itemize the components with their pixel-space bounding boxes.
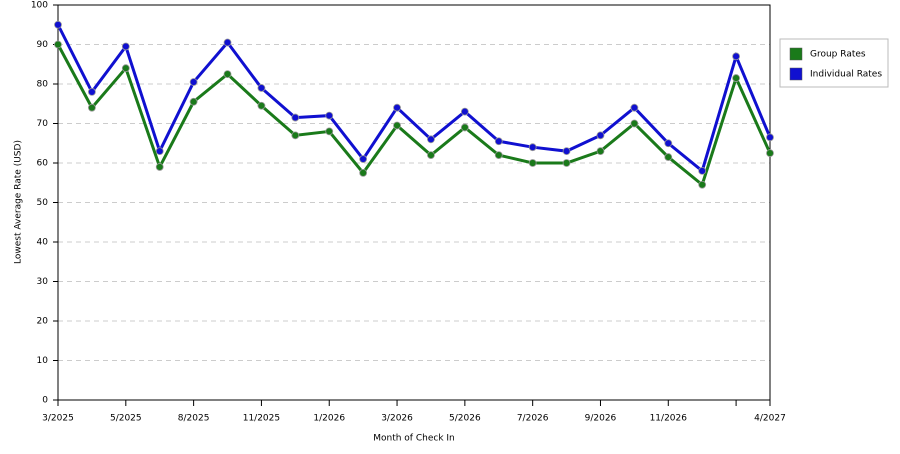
series-line xyxy=(56,24,772,174)
data-point xyxy=(494,151,503,160)
data-point xyxy=(359,168,368,177)
data-point xyxy=(766,149,774,158)
x-tick-label: 8/2025 xyxy=(178,414,210,424)
x-tick-label: 1/2026 xyxy=(313,414,345,424)
data-point xyxy=(54,20,62,29)
data-point xyxy=(155,147,164,156)
y-tick-label: 70 xyxy=(37,119,49,129)
data-point xyxy=(494,137,503,146)
data-point xyxy=(698,180,707,189)
legend-label: Individual Rates xyxy=(810,70,882,80)
y-tick-label: 0 xyxy=(42,396,48,406)
data-point xyxy=(732,52,740,61)
data-point xyxy=(664,139,673,148)
data-point xyxy=(54,40,62,49)
data-point xyxy=(460,107,469,116)
data-point xyxy=(257,101,266,110)
y-tick-label: 90 xyxy=(37,40,49,50)
data-point xyxy=(189,97,198,106)
data-point xyxy=(223,38,232,47)
plot-frame xyxy=(57,4,771,401)
data-point xyxy=(732,74,740,82)
data-point xyxy=(155,163,164,171)
data-point xyxy=(427,151,435,160)
data-point xyxy=(393,103,401,112)
x-tick-label: 5/2025 xyxy=(110,414,142,424)
legend-swatch xyxy=(789,47,803,61)
data-point xyxy=(664,153,673,161)
data-point xyxy=(528,159,537,167)
data-point xyxy=(359,155,368,163)
x-tick-label: 5/2026 xyxy=(449,414,481,424)
x-tick-label: 11/2026 xyxy=(650,414,688,424)
data-point xyxy=(698,166,707,175)
y-tick-label: 30 xyxy=(37,277,49,287)
y-tick-label: 100 xyxy=(31,1,48,11)
x-tick-label: 3/2025 xyxy=(42,414,74,424)
y-tick-label: 20 xyxy=(37,317,49,327)
data-point xyxy=(596,131,605,140)
data-point xyxy=(766,133,774,142)
data-point xyxy=(528,143,537,152)
data-point xyxy=(88,88,96,96)
data-point xyxy=(121,42,130,51)
data-point xyxy=(223,70,232,79)
data-point xyxy=(630,103,639,112)
legend-label: Group Rates xyxy=(810,50,866,60)
x-tick-label: 4/2027 xyxy=(754,414,786,424)
x-axis-title: Month of Check In xyxy=(373,434,455,444)
x-tick-label: 3/2026 xyxy=(381,414,413,424)
data-point xyxy=(562,159,571,167)
x-tick-label: 11/2025 xyxy=(243,414,280,424)
y-tick-label: 40 xyxy=(37,238,49,248)
data-point xyxy=(562,147,571,156)
data-point xyxy=(393,121,401,130)
data-point xyxy=(325,111,334,120)
legend-swatch xyxy=(789,67,803,81)
data-point xyxy=(88,103,96,112)
y-tick-label: 80 xyxy=(37,80,49,90)
x-tick-label: 9/2026 xyxy=(585,414,617,424)
data-point xyxy=(630,119,639,128)
series-line xyxy=(56,43,772,188)
y-tick-label: 60 xyxy=(37,159,49,169)
y-tick-label: 50 xyxy=(37,198,49,208)
data-point xyxy=(460,123,469,132)
data-point xyxy=(257,84,266,92)
data-point xyxy=(291,113,300,122)
data-point xyxy=(189,78,198,86)
data-point xyxy=(325,127,334,136)
y-axis-title: Lowest Average Rate (USD) xyxy=(14,140,24,264)
data-point xyxy=(121,64,130,73)
data-point xyxy=(291,131,300,140)
x-tick-label: 7/2026 xyxy=(517,414,549,424)
data-point xyxy=(427,135,435,144)
y-tick-label: 10 xyxy=(37,356,49,366)
data-point xyxy=(596,147,605,156)
